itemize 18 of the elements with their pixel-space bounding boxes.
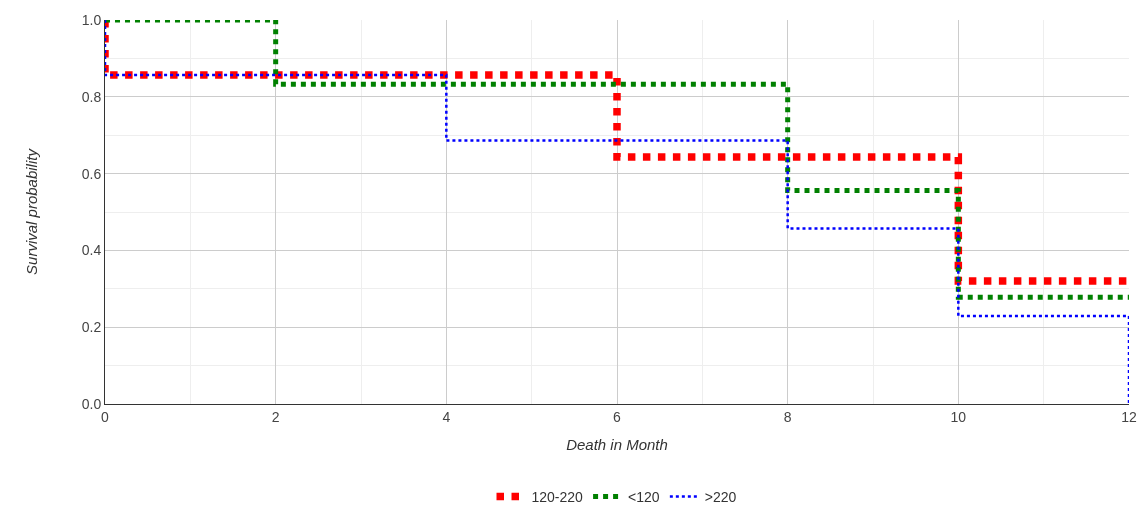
x-tick-label: 6 <box>613 408 622 425</box>
y-tick-label: 0.4 <box>81 242 102 259</box>
y-tick-label: 0.2 <box>81 319 102 336</box>
x-tick-label: 10 <box>950 408 967 425</box>
x-tick-label: 4 <box>442 408 451 425</box>
y-tick-label: 0.0 <box>81 395 102 412</box>
x-tick-label: 2 <box>271 408 280 425</box>
y-tick-label: 0.8 <box>81 88 102 105</box>
legend-label: <120 <box>628 488 660 505</box>
y-axis-title: Survival probability <box>22 147 40 275</box>
y-tick-label: 0.6 <box>81 165 102 182</box>
x-tick-label: 8 <box>783 408 792 425</box>
legend-label: 120-220 <box>531 488 584 505</box>
y-tick-label: 1.0 <box>81 11 102 28</box>
x-tick-label: 0 <box>101 408 110 425</box>
x-tick-label: 12 <box>1121 408 1137 425</box>
x-axis-title: Death in Month <box>566 435 668 453</box>
legend-label: >220 <box>704 488 737 505</box>
